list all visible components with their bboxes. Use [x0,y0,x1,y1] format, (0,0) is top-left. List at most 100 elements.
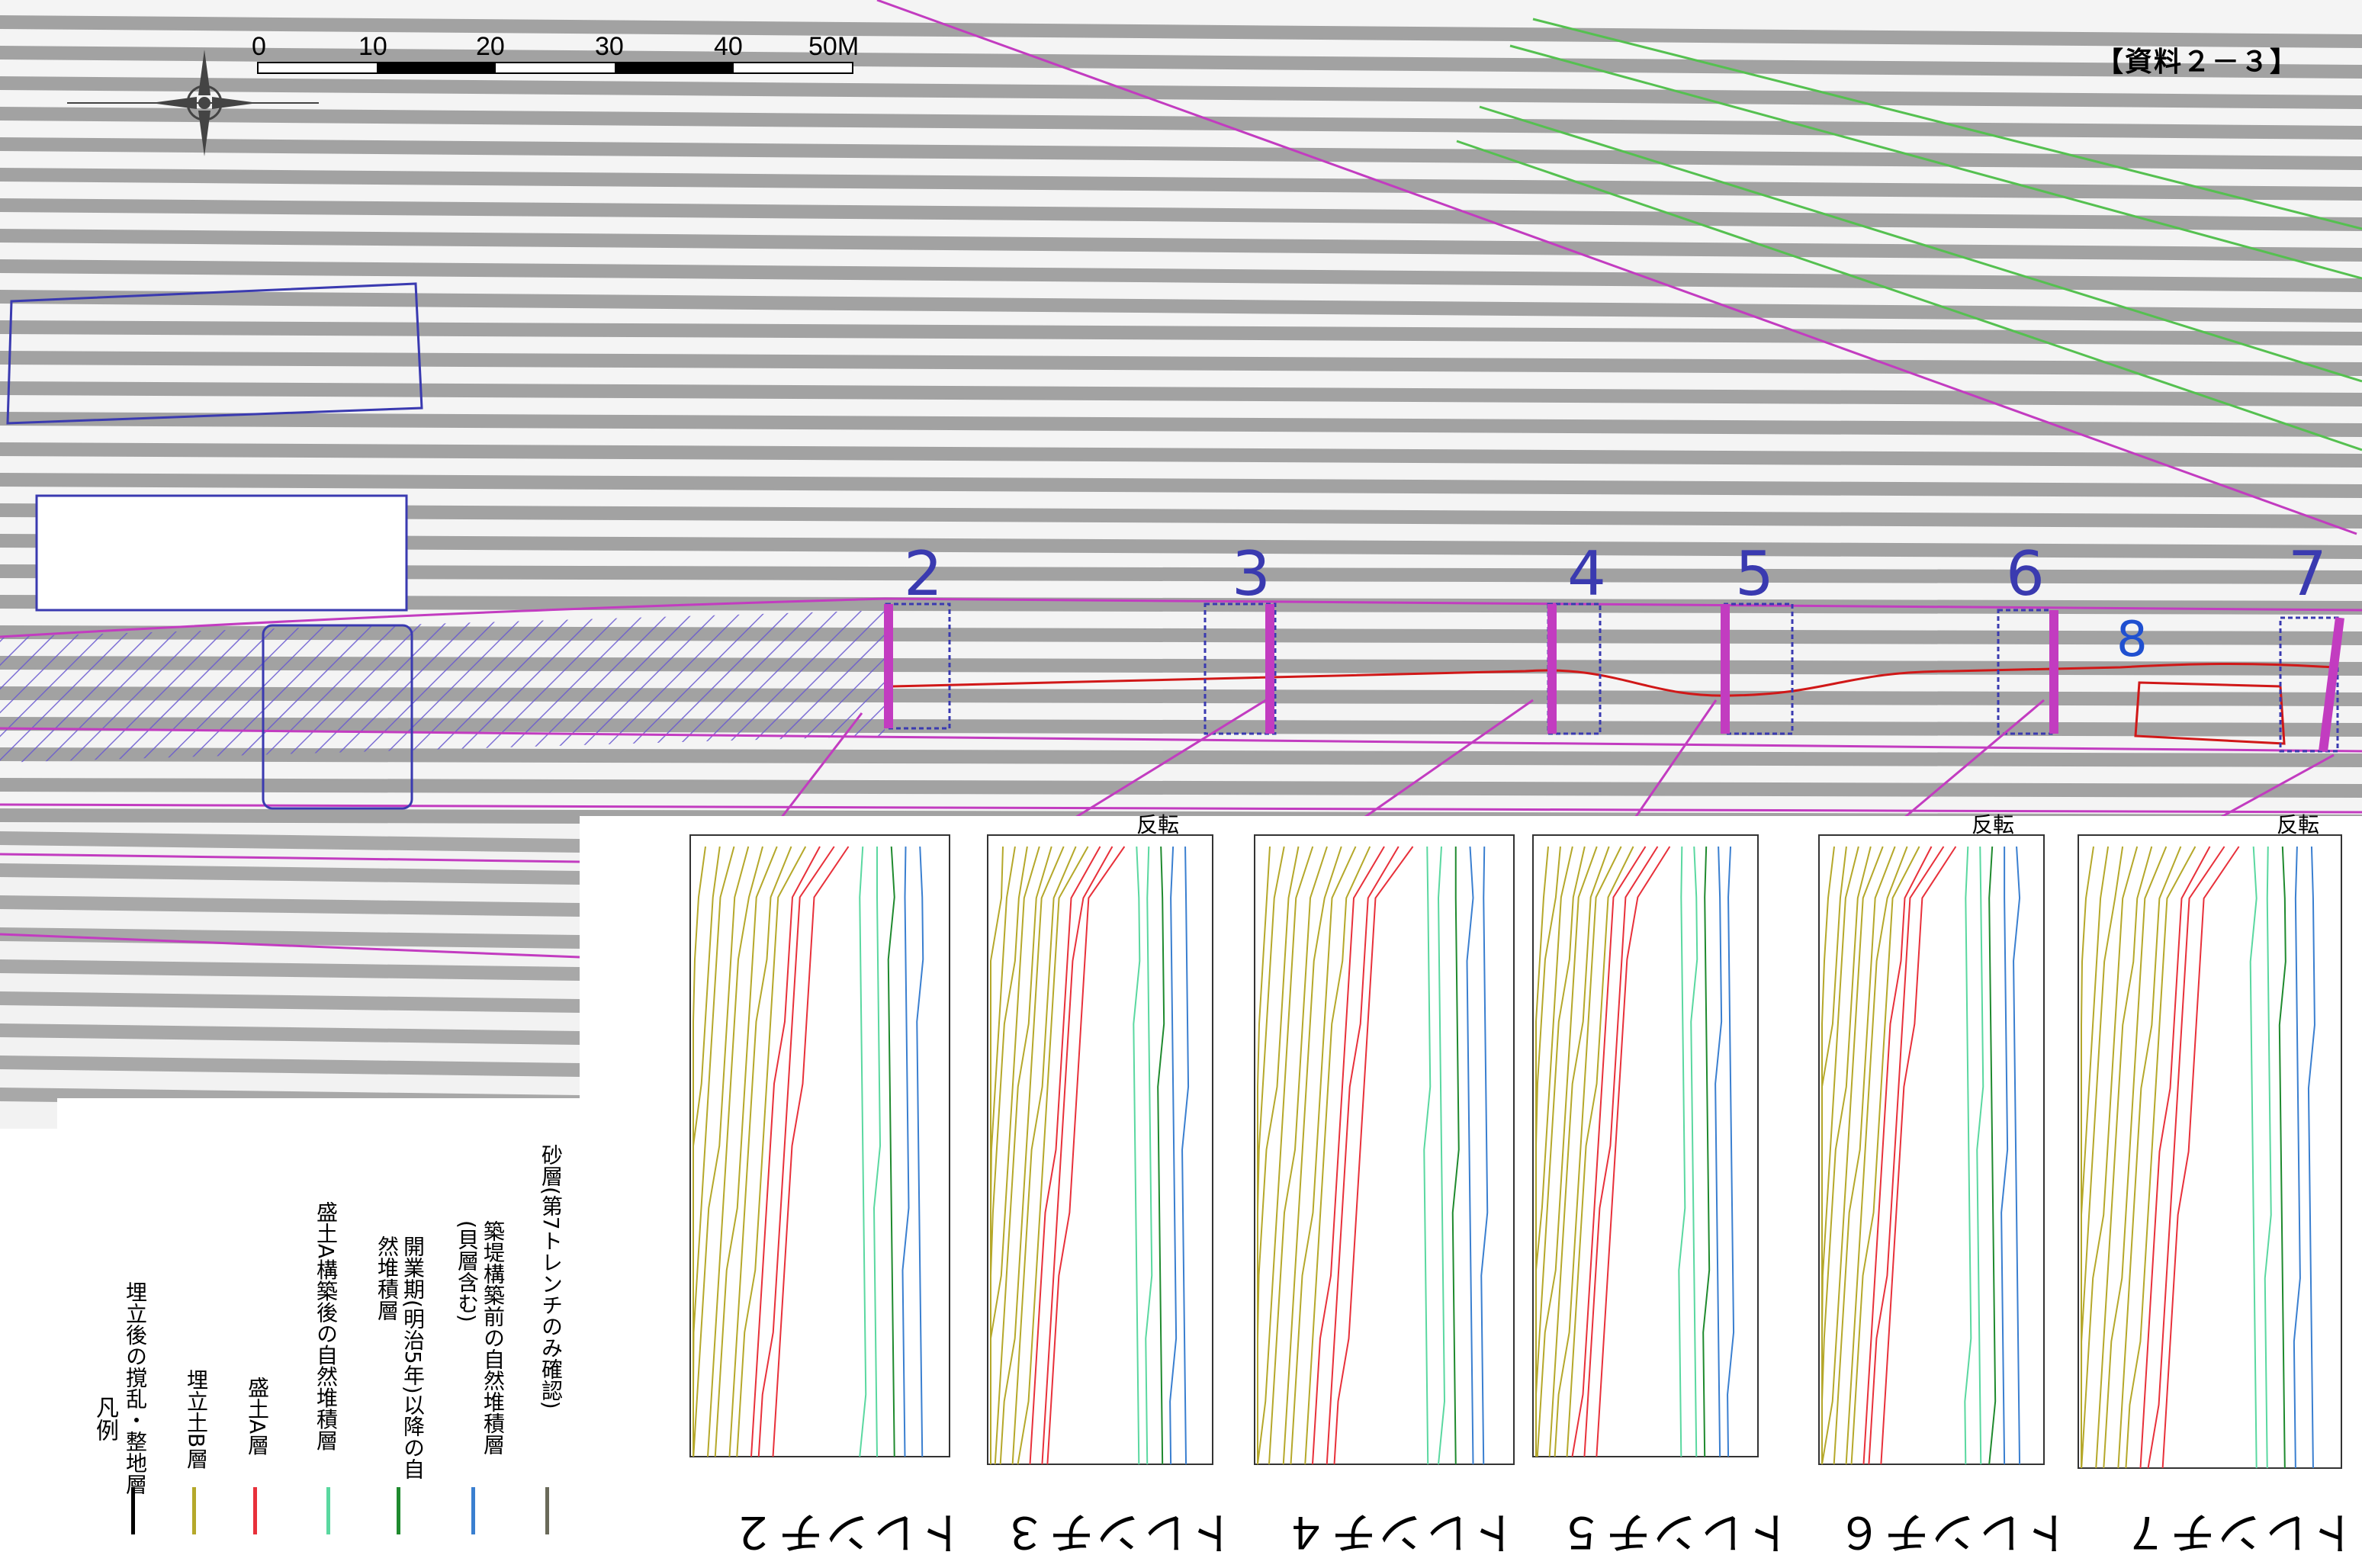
strata-line [1833,846,1896,1465]
terrain-stripe [0,831,580,853]
terrain-stripe [0,107,2362,140]
scale-label: 10 [358,32,387,61]
legend-item: 盛土A構築後の自然堆積層 [313,1201,339,1451]
trench-8-outline [2134,681,2286,745]
terrain-stripe [0,46,2362,79]
strata-line [1868,846,1945,1465]
trench-markers [884,602,2344,753]
rail-lines [1456,18,2362,451]
strata-line [2103,846,2168,1469]
north-arrow-icon [67,50,319,156]
strata-line [1423,846,1432,1465]
strata-line [1480,846,1489,1465]
terrain-stripe [0,198,2362,231]
document-tag: 【資料２－３】 [2096,47,2299,78]
strata-line [1041,846,1114,1465]
strata-line [728,846,792,1457]
strata-line [1029,846,1101,1465]
legend-swatch [397,1487,400,1534]
legend-item: 盛土A層 [245,1377,270,1456]
strata-line [1554,846,1622,1457]
strata-line [2249,846,2258,1469]
strata-line [750,846,821,1457]
strata-line [1678,846,1686,1457]
section-frame [2078,834,2342,1469]
boundary-lines [0,0,2362,959]
terrain-stripe [0,259,2362,292]
strata-line [1571,846,1647,1457]
terrain-stripe [0,473,2362,498]
scale-label: 0 [252,32,266,61]
strata-line [1046,846,1126,1465]
strata-line [2307,846,2315,1469]
strata-line [1169,846,1178,1465]
strata-line [2125,846,2196,1469]
strata-line [2081,846,2124,1468]
strata-line [2278,846,2286,1469]
strata-line [1596,846,1671,1457]
terrain-stripe [0,290,2362,323]
terrain-stripe [0,959,580,981]
strata-line [1714,846,1723,1457]
strata-line [2161,846,2240,1469]
section-frame [689,834,950,1457]
flip-note: 反転 [1136,812,1180,837]
strata-line [1304,846,1371,1465]
strata-line [1133,846,1141,1465]
legend-swatch [471,1487,475,1534]
section-frame [1254,834,1515,1465]
strata-line [1257,846,1314,1465]
section-label: トレンチ５ [1556,1506,1793,1558]
legend-item: 築堤構築前の自然堆積層(貝層含む) [455,1220,506,1455]
connector-lines [776,699,2335,824]
scale-bar: 0 10 20 30 40 50M [252,32,859,74]
strata-line [1964,846,1972,1465]
strata-line [1268,846,1328,1465]
terrain-stripe [0,229,2362,262]
strata-line [2013,846,2021,1465]
section-label: トレンチ４ [1281,1506,1518,1558]
strata-line [994,846,1052,1465]
terrain-stripe [0,534,2362,559]
trench-number: 5 [1735,538,1774,609]
strata-line [1145,846,1153,1465]
trench-number: 6 [2006,538,2045,609]
trench-number: 7 [2288,538,2327,609]
legend-item: 埋立土B層 [184,1369,209,1470]
trench-outline [2279,616,2339,753]
terrain-stripe [0,747,2362,767]
strata-line [1821,846,1859,1464]
legend-swatch [545,1487,549,1534]
strata-line [859,846,867,1457]
strata-line [1702,846,1711,1457]
scale-label: 40 [714,32,743,61]
strata-line [707,846,763,1457]
section-label: トレンチ７ [2120,1506,2357,1558]
legend-panel [57,1098,591,1541]
strata-line [1535,846,1586,1457]
strata-line [2264,846,2272,1469]
strata-line [772,846,850,1457]
section-label: トレンチ３ [999,1506,1236,1558]
centerline [892,662,2335,697]
section-drawings [689,834,2342,1469]
strata-line [1326,846,1400,1465]
strata-line [1862,846,1933,1465]
legend-title: 凡例 [92,1396,118,1441]
survey-rectangles [6,282,423,810]
terrain-stripe [0,15,2362,48]
strata-line [1181,846,1190,1465]
trench-number: 4 [1567,538,1606,609]
trench-outline [1203,602,1277,735]
strata-line [1536,846,1598,1457]
terrain-stripe [0,168,2362,201]
strata-line [999,846,1065,1465]
flip-note: 反転 [1972,812,2015,837]
strata-line [1451,847,1460,1465]
strata-line [901,846,910,1457]
legend-swatch [131,1487,135,1534]
terrain-stripe [0,351,2362,376]
strata-line [1988,846,1997,1465]
terrain-stripe [0,863,580,885]
strata-line [1976,846,1984,1465]
